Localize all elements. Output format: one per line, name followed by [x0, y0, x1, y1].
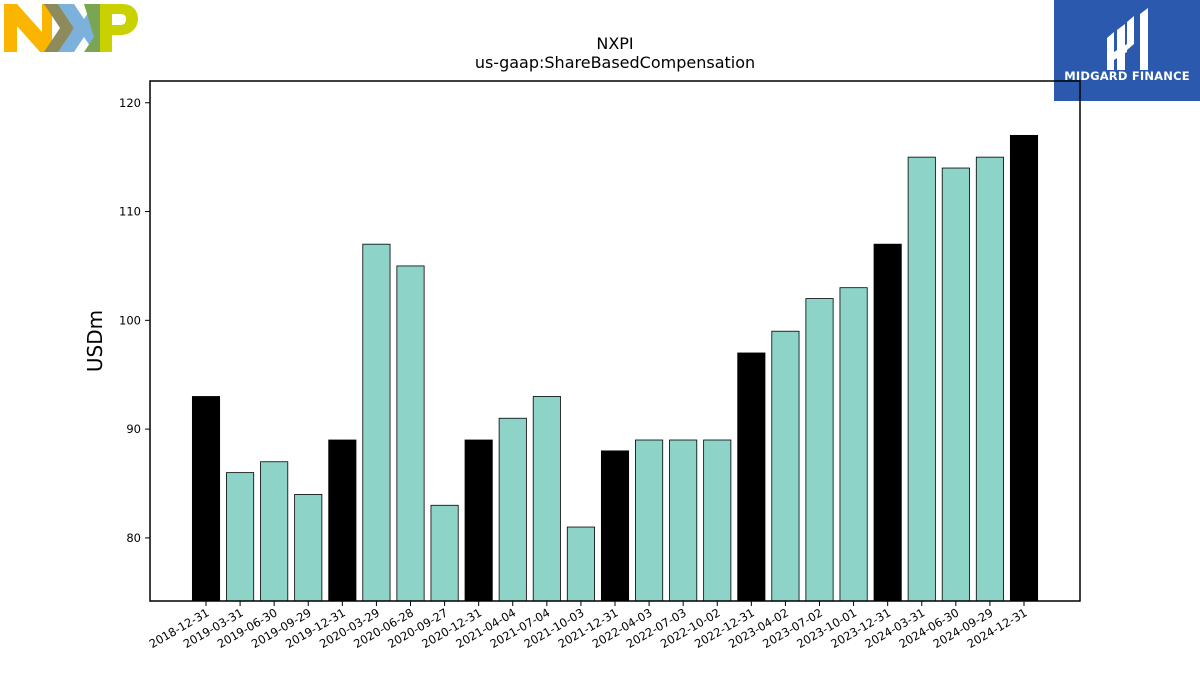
- nxp-logo-n: [4, 4, 52, 52]
- bar-2021-04-04: [498, 417, 527, 602]
- y-axis: 80 90 100 110 120: [119, 96, 150, 545]
- bar-2019-03-31: [226, 472, 255, 602]
- midgard-logo-text: MIDGARD FINANCE: [1064, 69, 1190, 83]
- bar-2022-04-03: [635, 439, 664, 602]
- plot-frame: [149, 80, 1081, 602]
- bars-group: [191, 134, 1039, 602]
- bar-2024-12-31: [1009, 134, 1039, 602]
- bar-2022-10-02: [703, 439, 732, 602]
- bar-2019-09-29: [294, 493, 323, 602]
- bar-2024-09-29: [975, 156, 1004, 602]
- bar-2020-06-28: [396, 265, 425, 602]
- bar-2020-03-29: [362, 243, 391, 602]
- x-axis: 2018-12-312019-03-312019-06-302019-09-29…: [147, 601, 1030, 651]
- bar-2023-07-02: [805, 298, 834, 602]
- bar-2022-07-03: [669, 439, 698, 602]
- midgard-emblem-icon: [1107, 8, 1148, 70]
- bar-2024-06-30: [941, 167, 970, 602]
- bar-2020-12-31: [464, 439, 493, 602]
- bar-2019-12-31: [328, 439, 357, 602]
- bar-2021-12-31: [600, 450, 630, 602]
- bar-2024-03-31: [907, 156, 936, 602]
- bar-2022-12-31: [737, 352, 766, 602]
- nxp-logo-p-stem: [84, 4, 100, 52]
- chart-title: NXPI: [596, 34, 633, 53]
- y-tick-label: 100: [119, 313, 141, 327]
- bar-2021-07-04: [532, 396, 561, 602]
- nxp-logo-p: [100, 4, 138, 52]
- bar-2019-06-30: [260, 461, 289, 602]
- bar-2023-12-31: [873, 243, 902, 602]
- y-tick-label: 90: [126, 422, 141, 436]
- chart-subtitle: us-gaap:ShareBasedCompensation: [475, 53, 755, 72]
- bar-2023-10-01: [839, 287, 868, 602]
- bar-2023-04-02: [771, 330, 800, 602]
- y-tick-label: 80: [126, 531, 141, 545]
- y-tick-label: 110: [119, 205, 141, 219]
- nxp-logo: [4, 4, 138, 52]
- bar-2021-10-03: [566, 526, 595, 602]
- bar-2020-09-27: [430, 504, 459, 602]
- bar-2018-12-31: [191, 396, 221, 602]
- y-axis-label: USDm: [83, 310, 107, 372]
- y-tick-label: 120: [119, 96, 141, 110]
- midgard-finance-logo: MIDGARD FINANCE: [1054, 0, 1200, 101]
